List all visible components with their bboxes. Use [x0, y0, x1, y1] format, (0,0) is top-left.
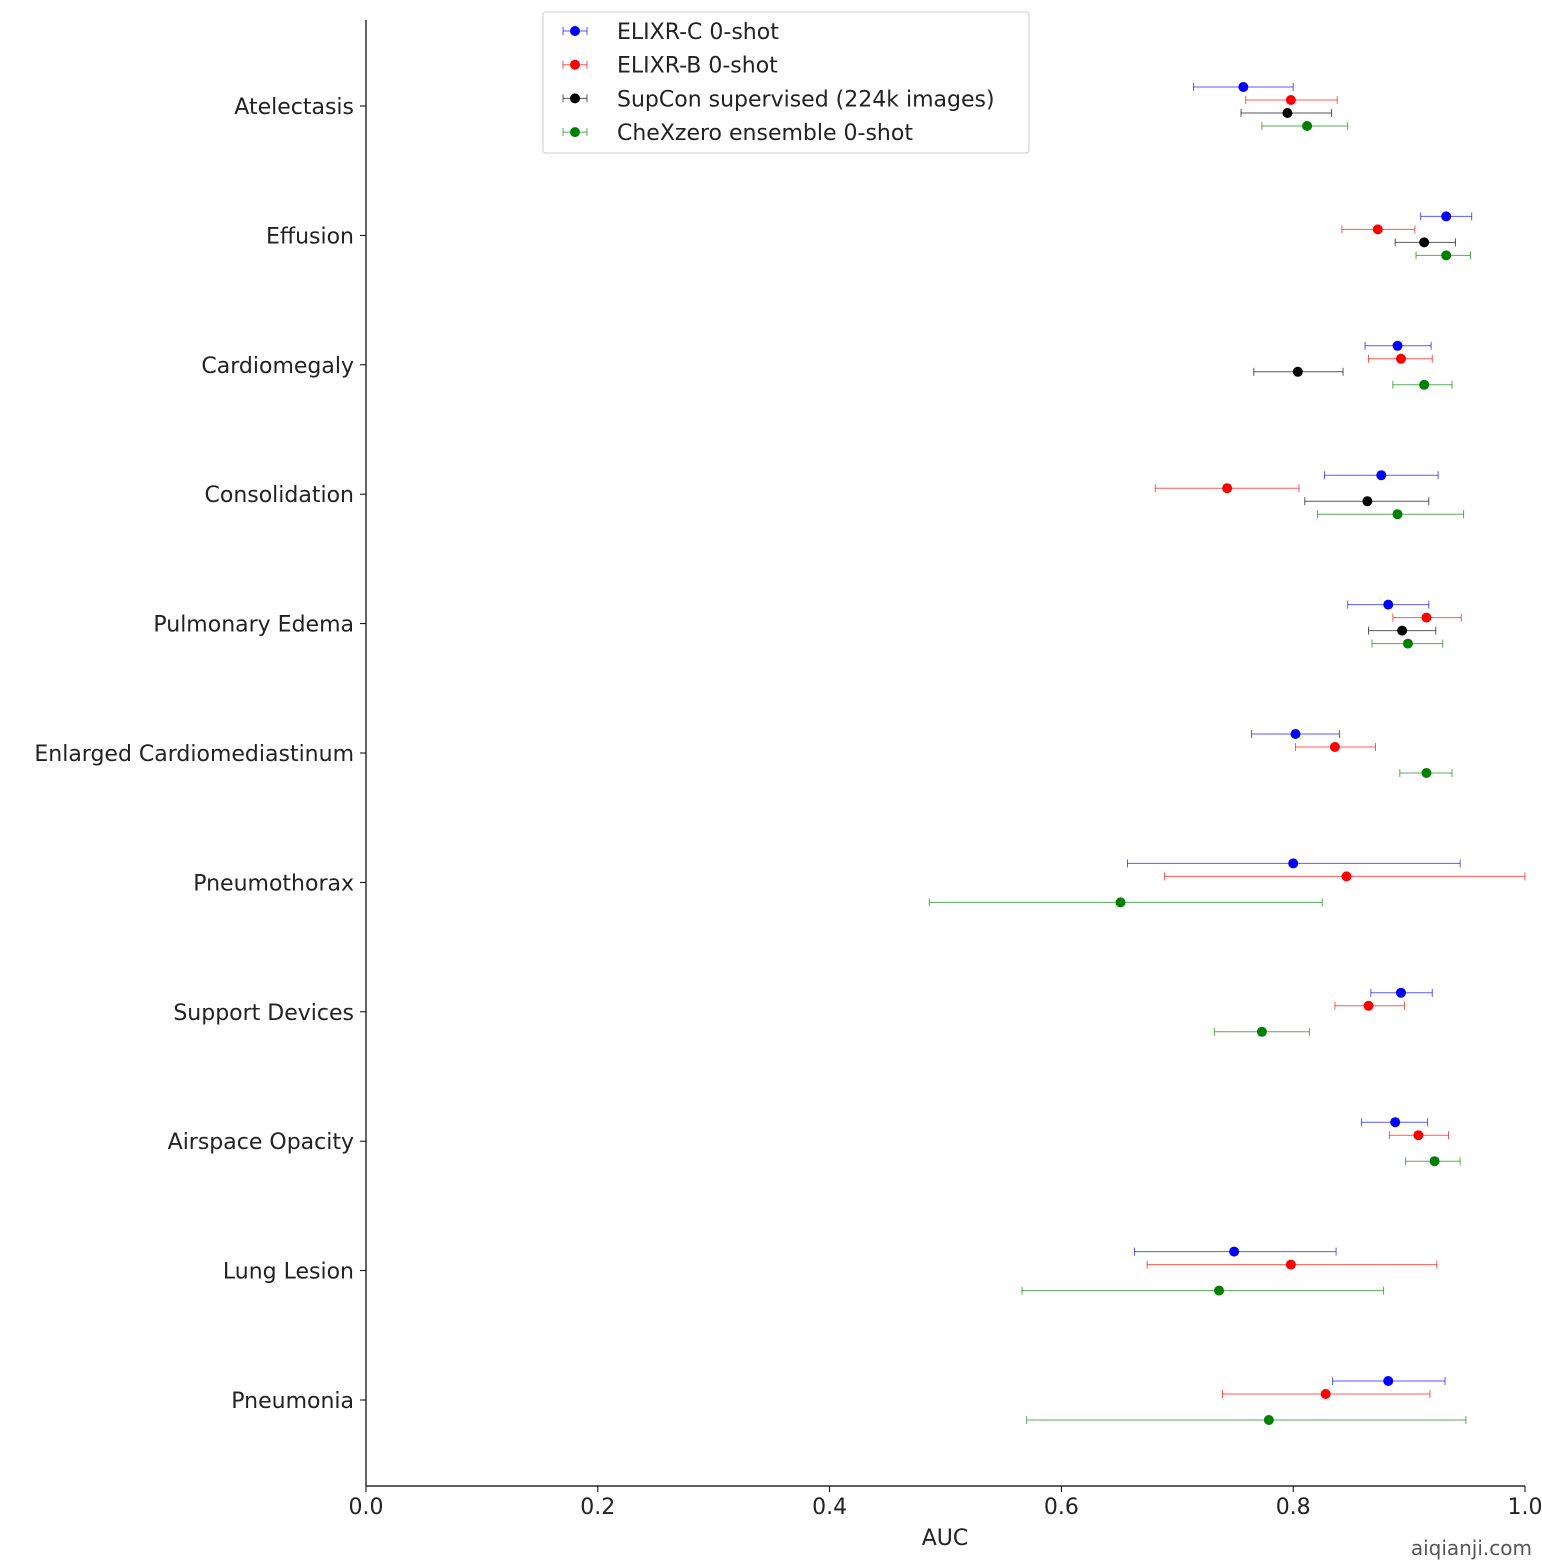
- data-point: [1288, 858, 1299, 869]
- data-point: [1363, 1000, 1374, 1011]
- y-tick-label: Airspace Opacity: [168, 1130, 354, 1155]
- x-tick-label: 0.2: [580, 1495, 615, 1520]
- data-point: [1214, 1285, 1225, 1296]
- y-tick-label: Effusion: [266, 224, 354, 249]
- legend-label: SupCon supervised (224k images): [617, 87, 995, 112]
- data-point: [1395, 353, 1406, 364]
- data-point: [1302, 121, 1313, 131]
- data-point: [1229, 1246, 1240, 1257]
- legend-box: [542, 11, 1030, 154]
- legend-label: ELIXR-C 0-shot: [617, 20, 779, 45]
- data-point: [1392, 509, 1403, 520]
- data-point: [1419, 237, 1430, 248]
- data-point: [1238, 82, 1249, 92]
- x-tick-label: 1.0: [1508, 1495, 1542, 1520]
- data-point: [1397, 625, 1408, 636]
- legend-marker: [570, 93, 580, 104]
- data-point: [1419, 379, 1430, 390]
- data-point: [1402, 638, 1413, 649]
- data-point: [1115, 897, 1126, 908]
- data-point: [1290, 729, 1301, 739]
- legend-marker: [570, 59, 580, 70]
- data-point: [1320, 1389, 1331, 1399]
- data-point: [1421, 612, 1432, 623]
- data-point: [1383, 1376, 1394, 1386]
- legend-marker: [570, 26, 580, 36]
- y-tick-label: Enlarged Cardiomediastinum: [34, 742, 354, 767]
- data-point: [1292, 366, 1303, 377]
- y-tick-label: Cardiomegaly: [201, 354, 354, 379]
- legend-label: CheXzero ensemble 0-shot: [617, 121, 913, 146]
- data-point: [1376, 470, 1387, 481]
- y-tick-label: Lung Lesion: [223, 1260, 354, 1285]
- legend-marker: [570, 127, 580, 138]
- y-tick-label: Atelectasis: [234, 95, 354, 120]
- data-point: [1441, 211, 1452, 222]
- x-tick-label: 0.0: [349, 1495, 384, 1520]
- data-point: [1392, 340, 1403, 351]
- data-point: [1362, 496, 1373, 507]
- data-point: [1282, 108, 1293, 118]
- data-point: [1395, 987, 1406, 998]
- data-point: [1390, 1117, 1401, 1128]
- legend-label: ELIXR-B 0-shot: [617, 54, 778, 79]
- y-tick-label: Pneumothorax: [193, 871, 354, 896]
- y-tick-label: Consolidation: [205, 483, 355, 508]
- data-point: [1421, 768, 1432, 778]
- data-point: [1329, 742, 1340, 752]
- watermark: aiqianji.com: [1410, 1536, 1532, 1560]
- data-point: [1341, 871, 1352, 882]
- data-point: [1413, 1130, 1424, 1141]
- x-tick-label: 0.6: [1044, 1495, 1079, 1520]
- data-point: [1263, 1415, 1274, 1425]
- x-tick-label: 0.8: [1276, 1495, 1311, 1520]
- data-point: [1429, 1156, 1440, 1167]
- data-point: [1383, 599, 1394, 610]
- data-point: [1285, 95, 1296, 105]
- x-tick-label: 0.4: [812, 1495, 847, 1520]
- y-tick-label: Support Devices: [173, 1001, 354, 1026]
- data-point: [1285, 1259, 1296, 1270]
- y-tick-label: Pneumonia: [231, 1389, 354, 1414]
- y-tick-label: Pulmonary Edema: [153, 613, 354, 638]
- data-point: [1372, 224, 1383, 235]
- data-point: [1256, 1026, 1267, 1037]
- data-point: [1222, 483, 1233, 494]
- data-point: [1441, 250, 1452, 261]
- x-axis-label: AUC: [922, 1526, 969, 1551]
